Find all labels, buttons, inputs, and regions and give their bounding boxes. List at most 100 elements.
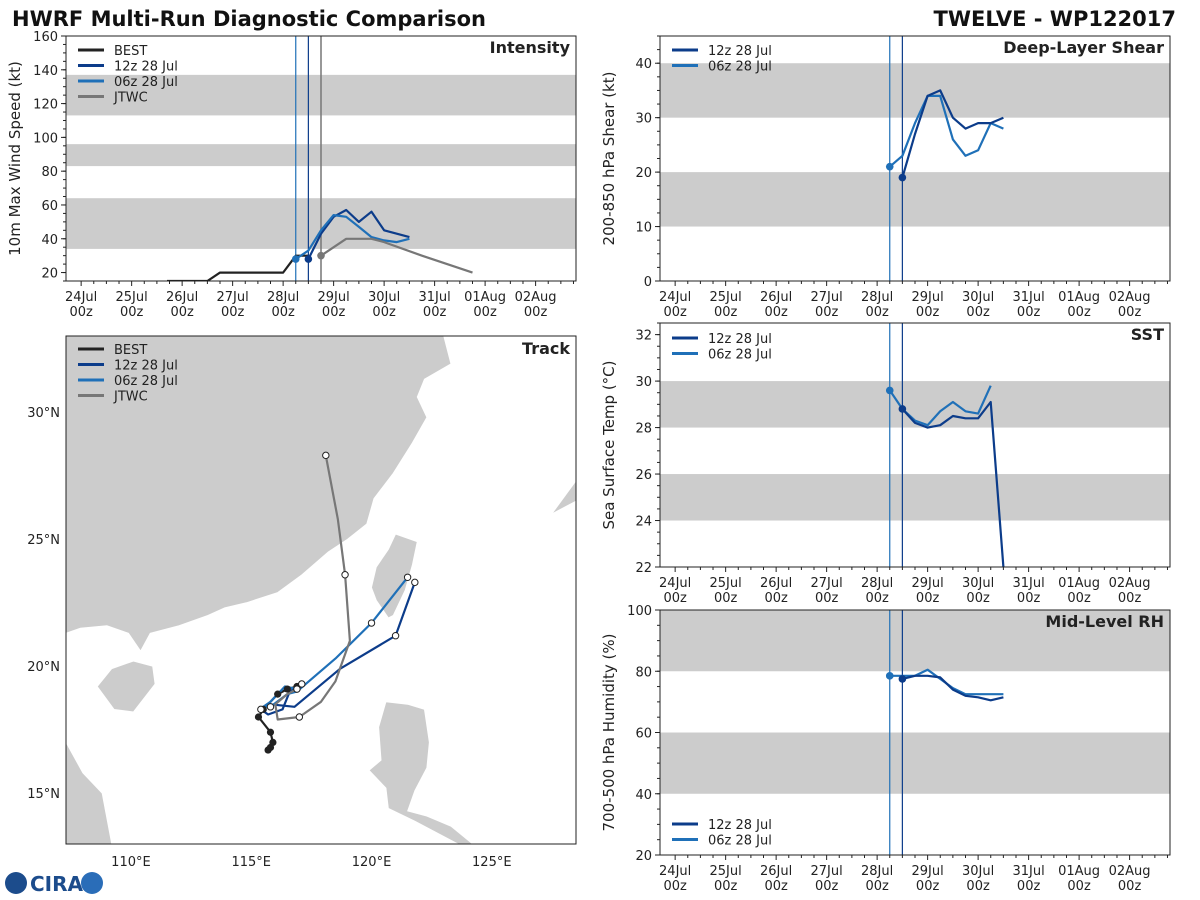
lon-tick-label: 125°E — [472, 855, 512, 870]
coastline-shape — [371, 533, 418, 619]
x-tick-day-label: 27Jul — [811, 576, 843, 591]
shaded-band — [660, 172, 1170, 227]
x-tick-day-label: 29Jul — [912, 290, 944, 305]
series-line-run12z — [901, 400, 1005, 567]
legend-label: 12z 28 Jul — [114, 359, 178, 374]
x-tick-hour-label: 00z — [663, 879, 687, 894]
x-tick-hour-label: 00z — [1067, 305, 1091, 320]
series-line-run06z — [889, 94, 1004, 168]
legend-label: JTWC — [113, 390, 148, 405]
y-tick-label: 140 — [33, 64, 58, 79]
series-start-marker — [885, 386, 894, 395]
lon-tick-label: 115°E — [231, 855, 271, 870]
coastline-shape — [66, 742, 113, 844]
x-tick-hour-label: 00z — [473, 305, 497, 320]
track-forecast-point — [322, 451, 330, 460]
x-tick-day-label: 27Jul — [811, 864, 843, 879]
x-tick-day-label: 29Jul — [912, 864, 944, 879]
best-track-point — [269, 738, 277, 747]
x-tick-day-label: 28Jul — [861, 290, 893, 305]
x-tick-hour-label: 00z — [865, 305, 889, 320]
track-forecast-point — [411, 578, 419, 587]
track-forecast-point — [341, 571, 349, 579]
x-tick-hour-label: 00z — [865, 879, 889, 894]
track-forecast-point — [367, 619, 376, 627]
x-tick-hour-label: 00z — [423, 305, 447, 320]
x-tick-day-label: 31Jul — [418, 290, 450, 305]
x-tick-day-label: 27Jul — [811, 290, 843, 305]
x-tick-hour-label: 00z — [865, 591, 889, 606]
x-tick-hour-label: 00z — [714, 879, 738, 894]
track-forecast-point — [293, 685, 301, 693]
series-line-run06z — [295, 214, 410, 260]
best-track-point — [254, 713, 263, 721]
best-track-point — [266, 728, 275, 736]
lat-tick-label: 20°N — [27, 660, 60, 675]
x-tick-hour-label: 00z — [1017, 305, 1041, 320]
panel-title: Track — [522, 339, 570, 358]
figure-title: HWRF Multi-Run Diagnostic Comparison — [12, 7, 486, 31]
y-tick-label: 100 — [33, 131, 58, 146]
x-tick-day-label: 24Jul — [659, 864, 691, 879]
x-tick-hour-label: 00z — [170, 305, 194, 320]
legend-label: 12z 28 Jul — [114, 60, 178, 75]
series-start-marker — [885, 672, 894, 680]
series-start-marker — [885, 162, 894, 171]
x-tick-hour-label: 00z — [815, 305, 839, 320]
x-tick-day-label: 01Aug — [464, 290, 506, 305]
y-tick-label: 28 — [635, 422, 652, 437]
legend-label: 06z 28 Jul — [708, 348, 772, 363]
plot-frame — [65, 335, 577, 845]
series-start-marker — [317, 251, 325, 260]
x-tick-day-label: 25Jul — [710, 864, 742, 879]
x-tick-day-label: 29Jul — [318, 290, 350, 305]
x-tick-day-label: 24Jul — [659, 576, 691, 591]
x-tick-day-label: 25Jul — [710, 290, 742, 305]
legend-label: 12z 28 Jul — [708, 332, 772, 347]
x-tick-hour-label: 00z — [524, 305, 548, 320]
x-tick-hour-label: 00z — [966, 879, 990, 894]
y-tick-label: 32 — [635, 329, 652, 344]
x-tick-day-label: 25Jul — [710, 576, 742, 591]
lon-tick-label: 120°E — [352, 855, 392, 870]
x-tick-hour-label: 00z — [1118, 879, 1142, 894]
track-panel: 110°E 115°E 120°E 125°E 15°N 20°N 25°N 30°N Trac… — [27, 335, 577, 870]
y-tick-label: 30 — [635, 375, 652, 390]
x-tick-day-label: 26Jul — [760, 864, 792, 879]
panel-title: SST — [1131, 325, 1164, 344]
x-tick-day-label: 31Jul — [1012, 290, 1044, 305]
shaded-band — [660, 63, 1170, 118]
y-axis-label: Sea Surface Temp (°C) — [600, 360, 618, 529]
logo-globe-icon — [5, 872, 27, 894]
best-track-point — [274, 690, 282, 698]
x-tick-hour-label: 00z — [764, 591, 788, 606]
track-forecast-point — [266, 703, 275, 711]
lat-tick-label: 25°N — [27, 533, 60, 548]
coastline-shape — [96, 660, 156, 713]
shear-panel: 01020304024Jul00z25Jul00z26Jul00z27Jul00… — [600, 35, 1171, 320]
x-tick-day-label: 01Aug — [1058, 290, 1100, 305]
series-start-marker — [291, 255, 300, 263]
x-tick-day-label: 27Jul — [217, 290, 249, 305]
y-tick-label: 100 — [627, 604, 652, 619]
x-tick-hour-label: 00z — [1067, 591, 1091, 606]
best-track-point — [283, 685, 291, 693]
track-forecast-point — [391, 632, 400, 640]
cira-logo: CIRA — [5, 872, 103, 896]
legend-label: BEST — [114, 44, 147, 59]
x-tick-hour-label: 00z — [322, 305, 346, 320]
x-tick-hour-label: 00z — [916, 879, 940, 894]
track-forecast-point — [295, 713, 304, 721]
x-tick-day-label: 24Jul — [659, 290, 691, 305]
x-tick-hour-label: 00z — [1067, 879, 1091, 894]
x-tick-hour-label: 00z — [69, 305, 93, 320]
y-tick-label: 20 — [635, 849, 652, 864]
lat-tick-label: 30°N — [27, 406, 60, 421]
x-tick-hour-label: 00z — [372, 305, 396, 320]
x-tick-hour-label: 00z — [1118, 305, 1142, 320]
y-axis-label: 10m Max Wind Speed (kt) — [6, 61, 24, 256]
x-tick-day-label: 31Jul — [1012, 576, 1044, 591]
track-forecast-point — [257, 705, 265, 714]
x-tick-day-label: 24Jul — [65, 290, 97, 305]
lon-tick-label: 110°E — [111, 855, 151, 870]
